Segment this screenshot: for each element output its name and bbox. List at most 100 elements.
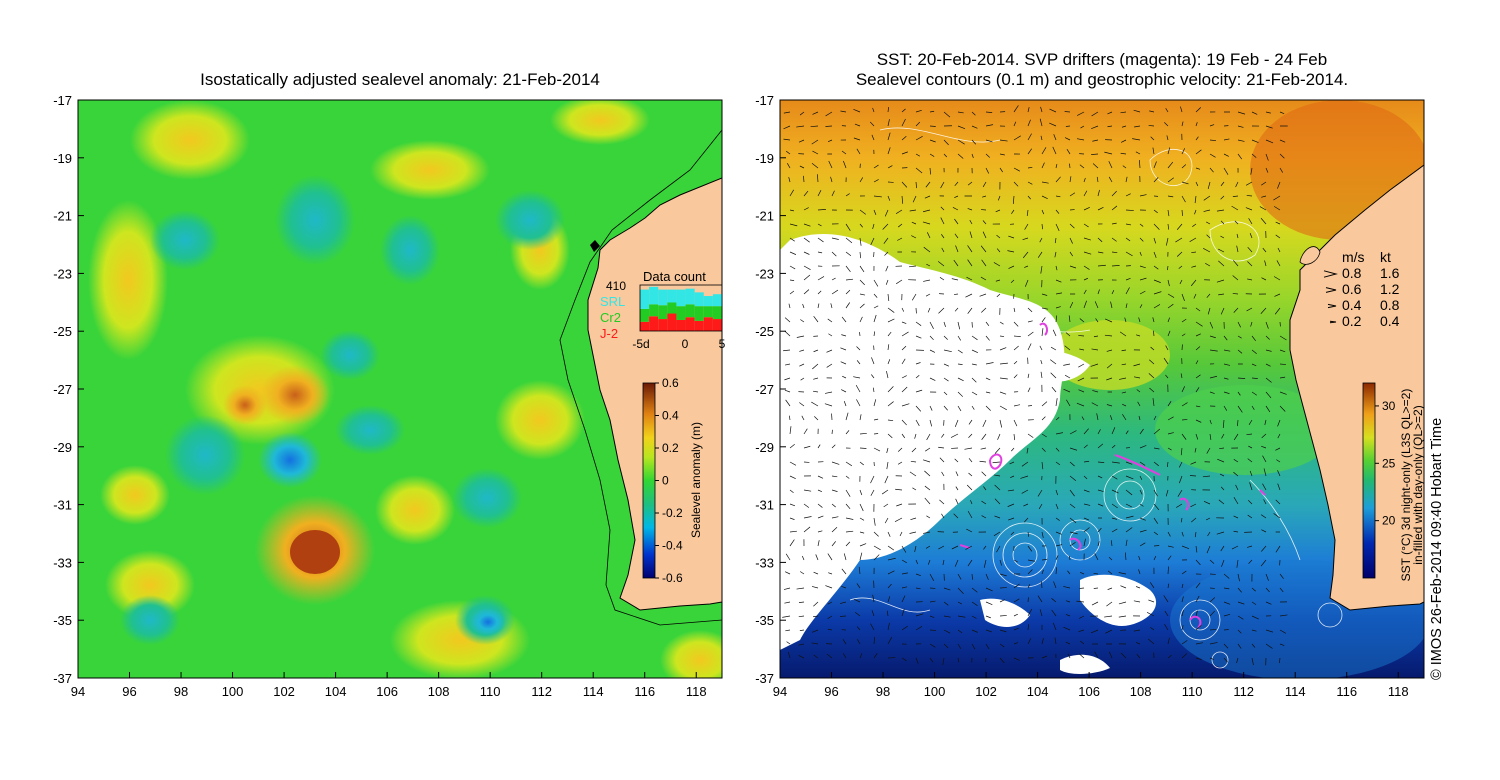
velocity-vector [970, 500, 973, 505]
velocity-vector [1026, 447, 1029, 454]
velocity-vector [1209, 419, 1212, 425]
velocity-vector [982, 181, 987, 188]
velocity-vector [831, 444, 836, 449]
velocity-vector [1134, 125, 1141, 128]
velocity-vector [1276, 459, 1281, 463]
velocity-vector [971, 573, 973, 580]
velocity-vector [1194, 195, 1197, 204]
velocity-vector [1264, 419, 1267, 426]
data-count-bar-cr2 [685, 304, 695, 318]
velocity-vector [971, 139, 977, 145]
velocity-vector [856, 399, 861, 407]
velocity-vector [1223, 643, 1229, 649]
velocity-vector [1055, 398, 1058, 407]
velocity-vector [915, 167, 923, 174]
velocity-vector [967, 559, 973, 567]
velocity-vector [845, 265, 851, 272]
velocity-vector [859, 414, 862, 421]
velocity-vector [1276, 260, 1281, 267]
velocity-vector [1096, 176, 1099, 183]
velocity-vector [1223, 335, 1228, 341]
sst-colorbar-ticks: 30 25 20 [1375, 399, 1396, 528]
velocity-vector [1027, 373, 1030, 379]
velocity-vector [1125, 176, 1128, 183]
velocity-vector [1153, 291, 1162, 295]
velocity-vector [957, 349, 963, 354]
velocity-vector [883, 503, 889, 508]
velocity-vector [985, 405, 991, 411]
velocity-vector [980, 276, 987, 281]
velocity-vector [1111, 503, 1118, 509]
velocity-vector [1195, 625, 1202, 631]
velocity-vector [1175, 237, 1183, 243]
velocity-vector [1167, 279, 1170, 287]
x-tick-label: 100 [924, 684, 946, 699]
velocity-vector [971, 391, 978, 396]
velocity-vector [803, 445, 811, 449]
data-count-bar-srl [694, 292, 704, 307]
velocity-vector [999, 657, 1005, 664]
velocity-vector [887, 401, 894, 407]
velocity-vector [840, 347, 847, 351]
x-tick-label: 94 [71, 684, 85, 699]
velocity-vector [1181, 386, 1185, 393]
velocity-vector [952, 207, 959, 211]
velocity-vector [1153, 279, 1161, 283]
velocity-vector [1007, 250, 1015, 253]
velocity-vector [1265, 349, 1272, 352]
velocity-vector [1265, 321, 1269, 329]
velocity-vector [1055, 447, 1060, 452]
velocity-vector [803, 503, 810, 508]
velocity-vector [1209, 375, 1218, 379]
velocity-vector [1049, 108, 1057, 113]
velocity-vector [1250, 167, 1253, 175]
velocity-vector [1013, 307, 1016, 313]
x-tick-label: 104 [325, 684, 347, 699]
velocity-vector [886, 447, 889, 454]
velocity-vector [1133, 376, 1141, 379]
velocity-vector [1118, 601, 1127, 605]
velocity-vector [1178, 265, 1183, 269]
velocity-vector [1079, 572, 1085, 575]
velocity-vector [1092, 139, 1099, 142]
velocity-vector [1079, 348, 1085, 351]
velocity-vector [938, 307, 945, 314]
velocity-vector [887, 557, 896, 561]
velocity-vector [1265, 125, 1273, 129]
velocity-vector [1206, 234, 1211, 239]
velocity-vector [817, 174, 819, 183]
data-count-bar-srl [649, 286, 659, 305]
velocity-vector [1209, 153, 1216, 158]
velocity-vector [1234, 220, 1239, 225]
velocity-vector [1020, 475, 1029, 479]
velocity-vector [884, 517, 889, 524]
velocity-vector [1069, 237, 1073, 244]
velocity-vector [1013, 121, 1017, 127]
velocity-vector [1251, 111, 1258, 115]
velocity-vector [840, 361, 847, 365]
velocity-vector [1041, 655, 1048, 659]
velocity-vector [966, 484, 973, 491]
data-count-bar-cr2 [694, 306, 704, 321]
data-count-bar-j2 [685, 317, 695, 331]
velocity-vector [1055, 432, 1064, 435]
velocity-vector [1180, 106, 1183, 113]
velocity-vector [1120, 585, 1127, 589]
velocity-kt-value: 1.6 [1380, 265, 1400, 281]
velocity-vector [968, 458, 973, 463]
data-count-bar-cr2 [667, 302, 677, 314]
data-count-bar-cr2 [703, 306, 713, 318]
velocity-vector [887, 147, 891, 155]
sst-colorbar-ramp [1362, 382, 1376, 579]
velocity-vector [843, 553, 847, 561]
velocity-vector [1104, 615, 1113, 618]
velocity-vector [901, 559, 907, 564]
velocity-vector [957, 657, 960, 663]
data-count-bar-cr2 [649, 304, 659, 317]
velocity-vector [941, 247, 945, 253]
velocity-vector [1054, 637, 1057, 645]
velocity-vector [803, 175, 805, 183]
velocity-vector [957, 615, 966, 618]
velocity-vector [1167, 195, 1174, 198]
velocity-vector [957, 391, 964, 397]
